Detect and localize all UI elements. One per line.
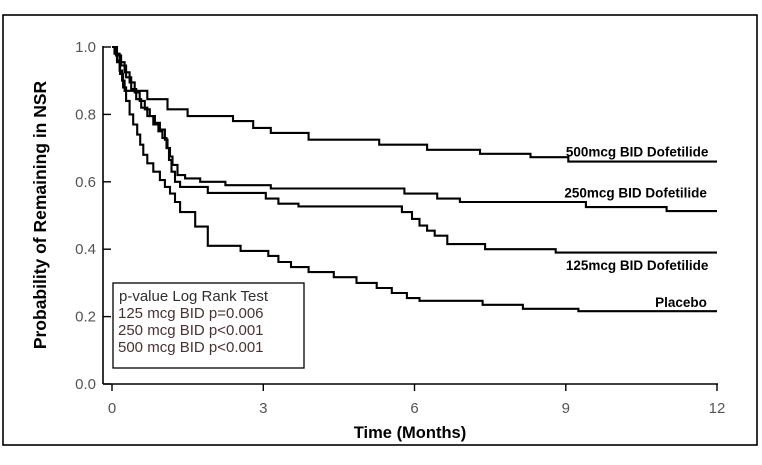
x-tick-label: 12 xyxy=(709,400,726,417)
pvalue-box-title: p-value Log Rank Test xyxy=(119,288,269,305)
series-label-125mcg: 125mcg BID Dofetilide xyxy=(566,258,709,273)
axes: 0.0 0.2 0.4 0.6 0.8 1.0 0 3 6 9 12 xyxy=(75,39,725,417)
y-tick-label: 0.4 xyxy=(75,241,96,258)
x-tick-label: 6 xyxy=(410,400,418,417)
x-tick-label: 9 xyxy=(562,400,570,417)
y-tick-label: 0.6 xyxy=(75,174,96,191)
figure-border xyxy=(2,14,758,446)
x-axis-title: Time (Months) xyxy=(354,424,466,442)
pvalue-line-250: 250 mcg BID p<0.001 xyxy=(118,322,264,339)
series-label-placebo: Placebo xyxy=(655,295,707,310)
x-axis-ticks: 0 3 6 9 12 xyxy=(108,384,726,417)
y-axis-ticks: 0.0 0.2 0.4 0.6 0.8 1.0 xyxy=(75,39,111,393)
survival-curve-placebo xyxy=(112,45,717,313)
pvalue-line-125: 125 mcg BID p=0.006 xyxy=(118,305,264,322)
survival-curve-125mcg xyxy=(112,45,717,254)
series-label-250mcg: 250mcg BID Dofetilide xyxy=(564,186,707,201)
y-tick-label: 0.2 xyxy=(75,309,96,326)
pvalue-line-500: 500 mcg BID p<0.001 xyxy=(118,339,264,356)
x-tick-label: 0 xyxy=(108,400,116,417)
y-tick-label: 0.0 xyxy=(75,376,96,393)
y-tick-label: 0.8 xyxy=(75,106,96,123)
y-tick-label: 1.0 xyxy=(75,39,96,56)
series-labels: 500mcg BID Dofetilide 250mcg BID Dofetil… xyxy=(564,145,709,310)
series-label-500mcg: 500mcg BID Dofetilide xyxy=(566,145,709,160)
x-tick-label: 3 xyxy=(259,400,267,417)
pvalue-box-rect xyxy=(112,282,305,369)
y-axis-title: Probability of Remaining in NSR xyxy=(30,80,50,349)
pvalue-box: p-value Log Rank Test 125 mcg BID p=0.00… xyxy=(112,282,305,369)
curves xyxy=(112,45,717,313)
